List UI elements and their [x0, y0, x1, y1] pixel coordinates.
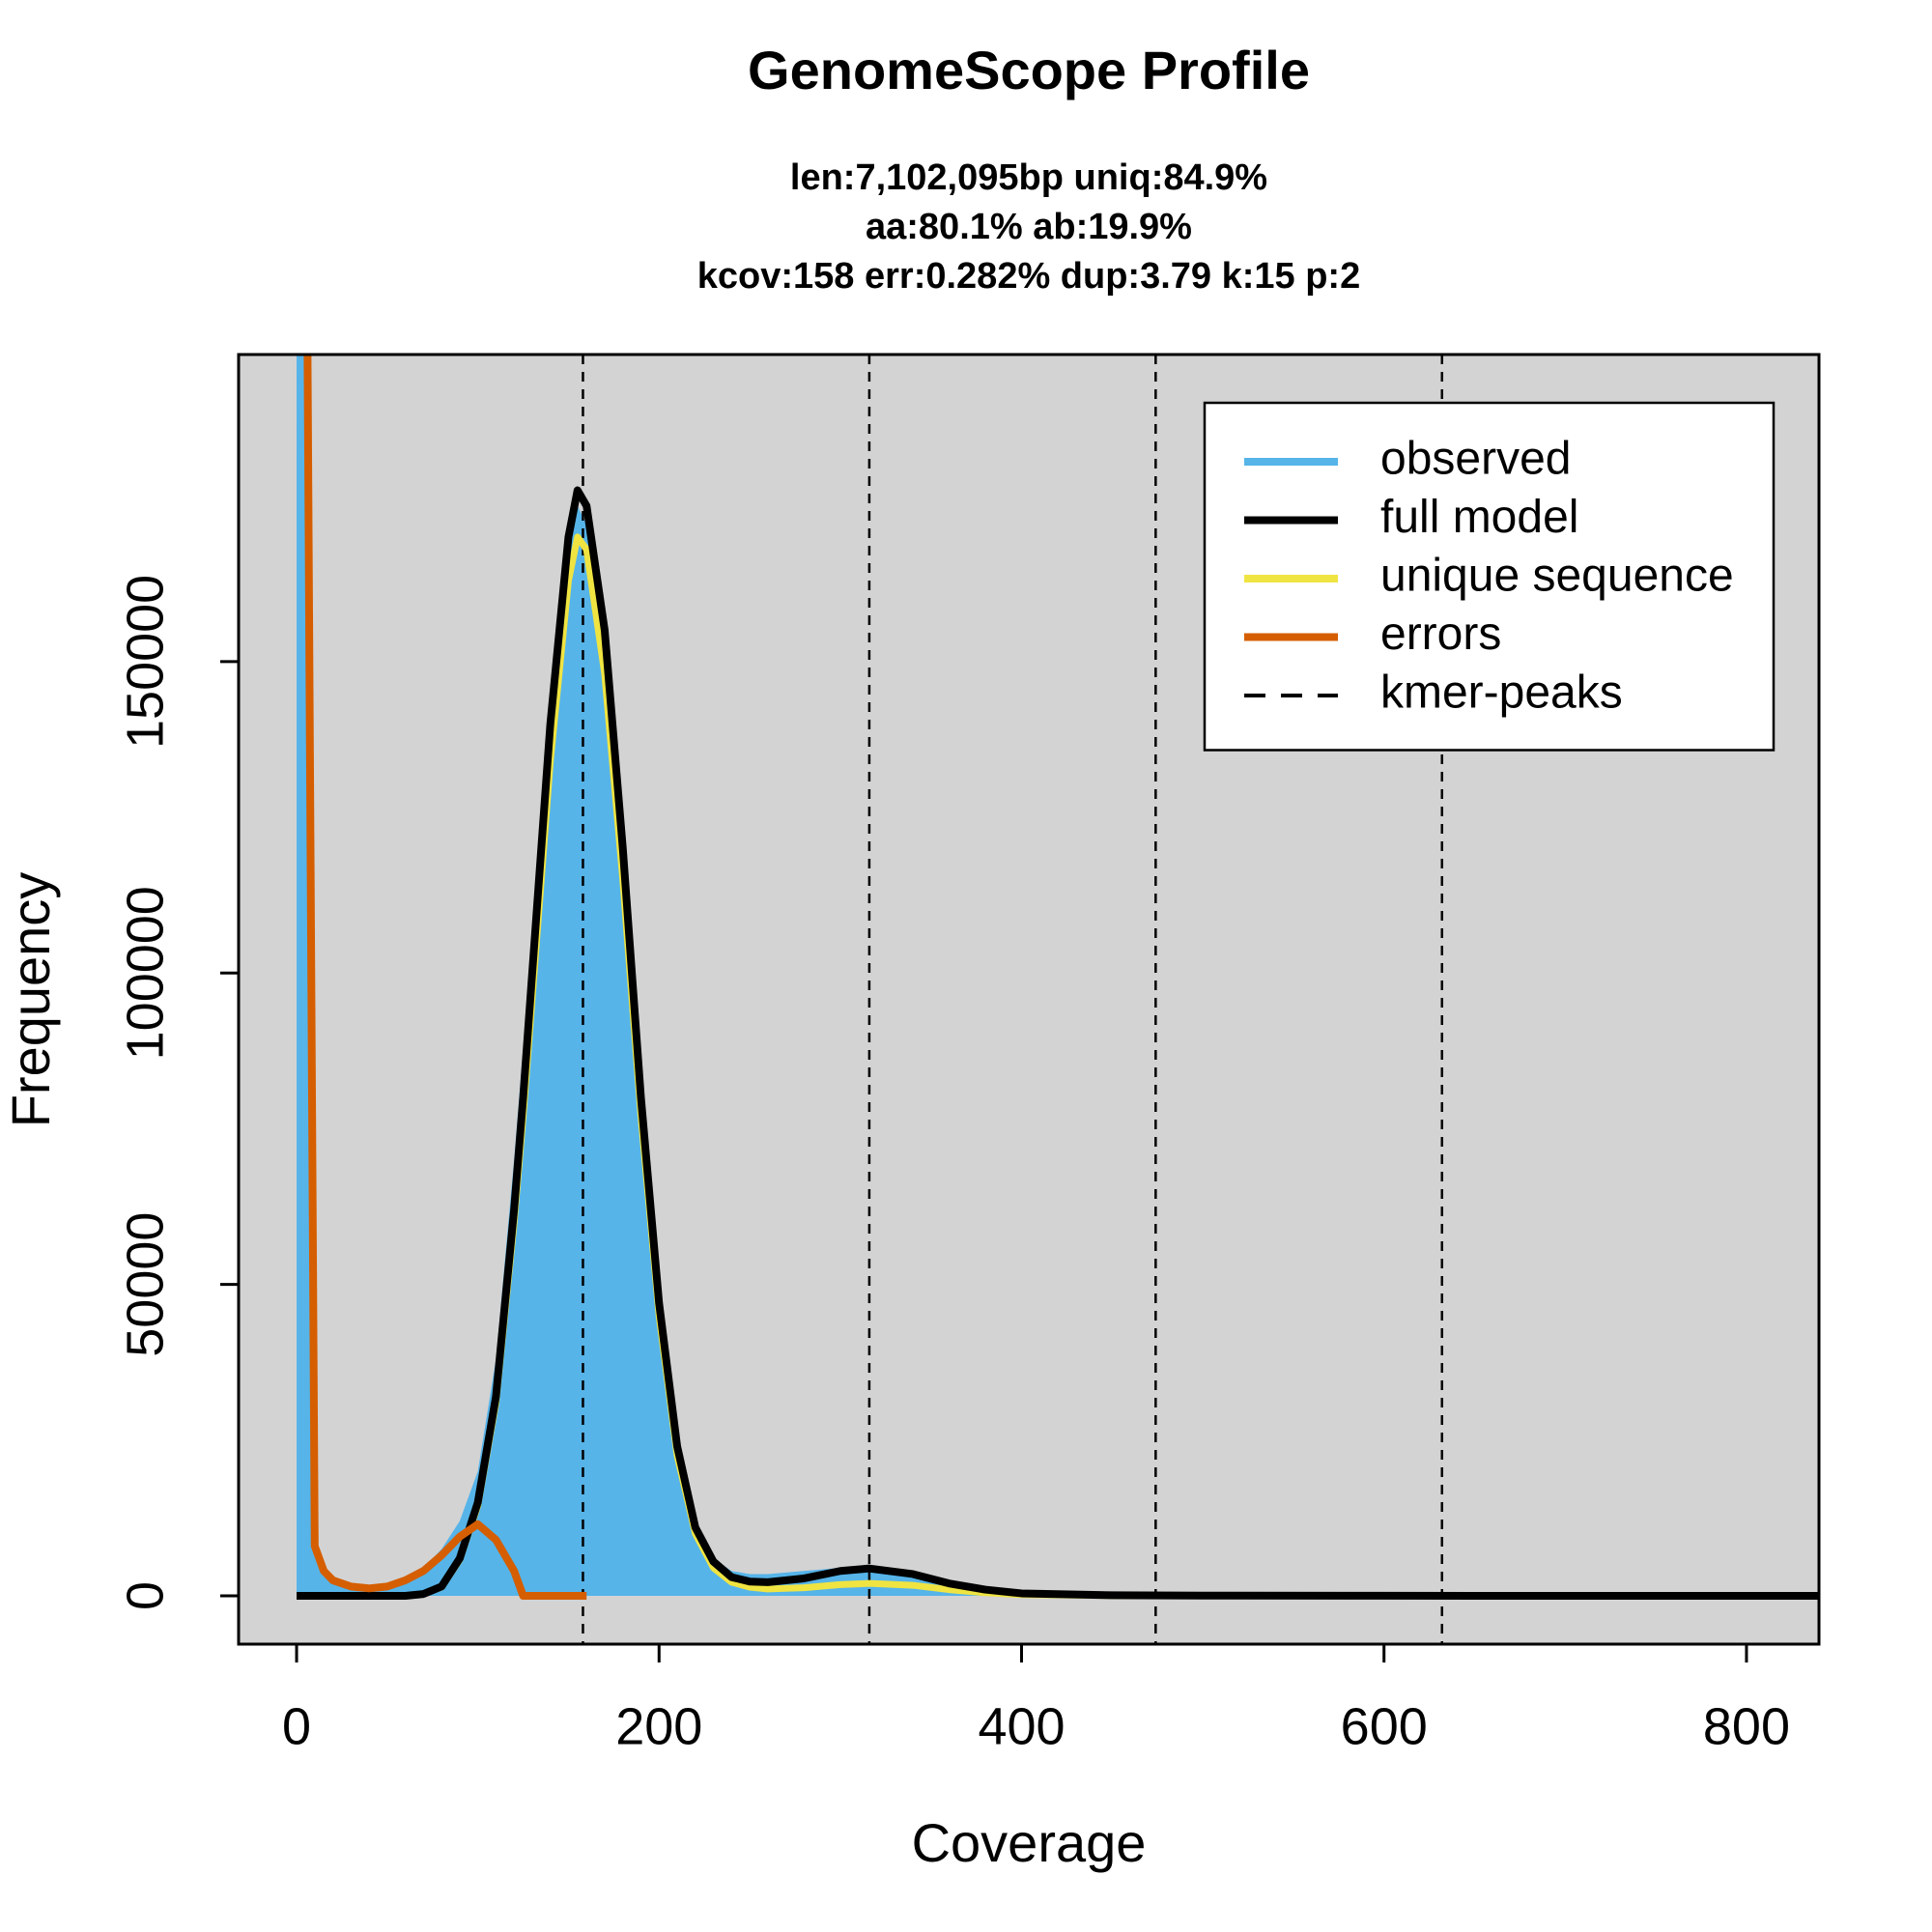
x-tick-label: 600 [1341, 1697, 1428, 1755]
y-tick-label: 100000 [116, 886, 174, 1060]
y-tick-label: 0 [116, 1581, 174, 1610]
x-axis-label: Coverage [912, 1812, 1147, 1873]
x-tick-label: 0 [282, 1697, 311, 1755]
legend-label: full model [1380, 492, 1578, 543]
x-tick-label: 200 [615, 1697, 702, 1755]
legend-label: errors [1380, 609, 1501, 660]
series-line [303, 355, 587, 1601]
chart-title: GenomeScope Profile [748, 40, 1310, 100]
observed-area [297, 355, 1819, 1597]
legend-label: unique sequence [1380, 551, 1734, 602]
series-line [297, 486, 1819, 1601]
subtitle: kcov:158 err:0.282% dup:3.79 k:15 p:2 [697, 256, 1360, 297]
y-axis-label: Frequency [0, 872, 61, 1128]
subtitle: len:7,102,095bp uniq:84.9% [790, 157, 1267, 198]
x-tick-label: 800 [1703, 1697, 1790, 1755]
x-tick-label: 400 [978, 1697, 1065, 1755]
legend-label: kmer-peaks [1380, 668, 1623, 719]
y-tick-label: 50000 [116, 1212, 174, 1357]
y-tick-label: 150000 [116, 575, 174, 749]
legend-label: observed [1380, 434, 1571, 485]
subtitle: aa:80.1% ab:19.9% [866, 207, 1192, 247]
